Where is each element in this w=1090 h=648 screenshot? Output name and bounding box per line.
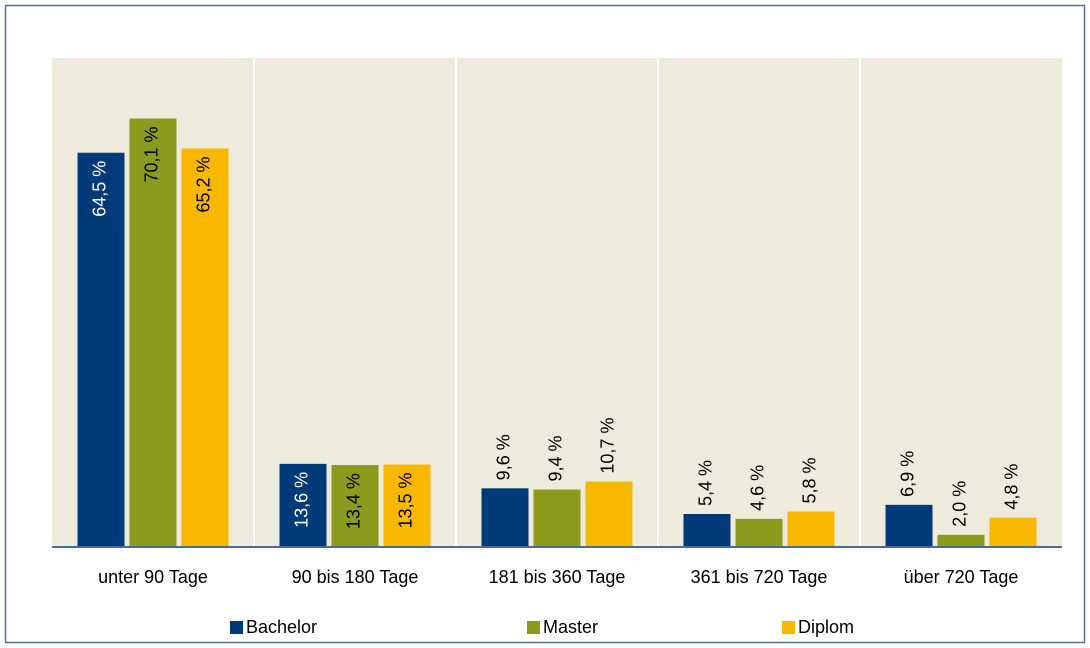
- value-label: 70,1 %: [142, 127, 162, 183]
- legend-label: Diplom: [798, 617, 854, 637]
- bar: [279, 463, 327, 547]
- bar: [481, 488, 529, 547]
- bar: [383, 464, 431, 547]
- value-label: 10,7 %: [598, 418, 618, 474]
- legend-swatch: [782, 621, 795, 634]
- value-label: 65,2 %: [194, 156, 214, 212]
- bar: [533, 489, 581, 547]
- bar: [735, 518, 783, 547]
- legend-label: Bachelor: [246, 617, 317, 637]
- value-label: 2,0 %: [950, 481, 970, 527]
- bar: [585, 481, 633, 547]
- value-label: 6,9 %: [898, 451, 918, 497]
- x-tick-label: über 720 Tage: [904, 567, 1019, 587]
- x-tick-label: unter 90 Tage: [98, 567, 208, 587]
- x-tick-label: 361 bis 720 Tage: [691, 567, 828, 587]
- value-label: 4,6 %: [748, 465, 768, 511]
- bar: [989, 517, 1037, 547]
- value-label: 5,4 %: [696, 460, 716, 506]
- bar: [129, 118, 177, 548]
- legend-swatch: [527, 621, 540, 634]
- bar: [885, 504, 933, 547]
- bar: [181, 148, 229, 547]
- x-tick-label: 181 bis 360 Tage: [489, 567, 626, 587]
- value-label: 13,4 %: [344, 473, 364, 529]
- bar: [331, 465, 379, 547]
- value-label: 13,5 %: [396, 472, 416, 528]
- bar: [787, 511, 835, 547]
- bar: [683, 513, 731, 547]
- value-label: 13,6 %: [292, 472, 312, 528]
- bar: [77, 152, 125, 547]
- bar: [937, 534, 985, 547]
- legend-swatch: [230, 621, 243, 634]
- legend-label: Master: [543, 617, 598, 637]
- value-label: 9,6 %: [494, 434, 514, 480]
- value-label: 9,4 %: [546, 436, 566, 482]
- x-tick-label: 90 bis 180 Tage: [292, 567, 419, 587]
- value-label: 4,8 %: [1002, 464, 1022, 510]
- value-label: 64,5 %: [90, 161, 110, 217]
- value-label: 5,8 %: [800, 458, 820, 504]
